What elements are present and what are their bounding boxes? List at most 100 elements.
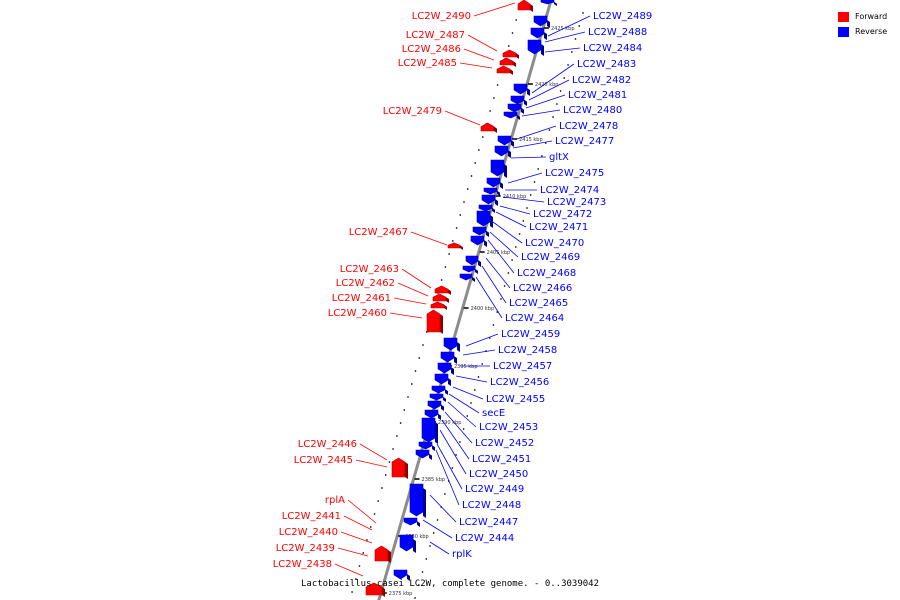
gene-body	[415, 449, 430, 459]
gene-label: LC2W_2451	[472, 454, 531, 465]
gene-label: LC2W_2447	[459, 517, 518, 528]
track-dot	[429, 545, 431, 547]
gene-body	[429, 393, 444, 401]
gene-feature	[507, 103, 524, 114]
gene-label: rplK	[452, 549, 472, 560]
leader-line	[465, 333, 499, 347]
gene-body	[431, 385, 446, 394]
leader-line	[475, 276, 503, 319]
leader-line	[340, 531, 373, 544]
track-dot	[574, 38, 577, 40]
gene-side	[417, 521, 420, 527]
track-dot	[507, 272, 510, 274]
gene-label: LC2W_2450	[469, 469, 528, 480]
gene-body	[393, 569, 408, 580]
track-dot	[444, 266, 447, 268]
track-dot	[545, 142, 547, 144]
leader-line	[531, 63, 575, 94]
gene-body	[424, 409, 439, 419]
track-dot	[403, 409, 405, 411]
gene-body	[399, 534, 414, 552]
track-dot	[366, 539, 368, 541]
gene-feature	[494, 145, 511, 158]
track-dot	[362, 552, 364, 554]
legend-forward-label: Forward	[855, 12, 888, 21]
leader-line	[447, 401, 477, 428]
track-dot	[422, 344, 424, 346]
gene-body	[503, 111, 518, 119]
forward-swatch	[838, 11, 849, 22]
gene-side	[494, 126, 497, 133]
gene-side	[478, 260, 481, 267]
gene-label: LC2W_2483	[577, 59, 636, 70]
track-dot	[466, 415, 468, 417]
track-dot	[444, 493, 446, 495]
gene-feature	[502, 49, 519, 59]
gene-label: LC2W_2449	[465, 484, 524, 495]
gene-feature	[530, 27, 547, 40]
gene-label: LC2W_2480	[563, 105, 622, 116]
gene-feature	[432, 293, 449, 303]
gene-feature	[476, 210, 493, 228]
gene-body	[434, 285, 449, 294]
scale-tick-label: 2420 kbp	[535, 82, 559, 88]
scale-tick-label: 2380 kbp	[405, 534, 429, 540]
legend-item-forward: Forward	[838, 9, 887, 24]
track-dot	[559, 90, 562, 92]
track-dot	[385, 474, 387, 476]
gene-label: LC2W_2466	[513, 283, 572, 294]
track-dot	[388, 461, 391, 463]
gene-label: LC2W_2461	[332, 293, 391, 304]
track-dot	[433, 532, 435, 534]
gene-feature	[503, 111, 520, 120]
scale-tick-label: 2410 kbp	[503, 194, 527, 200]
track-dot	[515, 246, 517, 248]
gene-body	[507, 103, 522, 113]
gene-side	[441, 404, 444, 411]
gene-body	[459, 273, 473, 281]
track-dot	[552, 116, 554, 118]
gene-feature	[427, 400, 444, 411]
gene-body	[472, 226, 487, 236]
gene-body	[434, 373, 449, 385]
leader-line	[439, 429, 467, 475]
track-dot	[477, 376, 480, 378]
track-dot	[425, 558, 427, 560]
scale-tick-label: 2395 kbp	[454, 364, 478, 370]
gene-side	[490, 215, 493, 228]
gene-body	[443, 337, 458, 351]
gene-feature	[472, 226, 489, 237]
track-dot	[462, 428, 465, 430]
gene-feature	[499, 57, 516, 67]
gene-body	[421, 417, 436, 443]
gene-body	[470, 235, 485, 246]
gene-body	[483, 187, 498, 195]
legend-item-reverse: Reverse	[838, 24, 887, 39]
gene-feature	[429, 393, 446, 402]
leader-line	[507, 172, 543, 184]
gene-feature	[478, 204, 495, 213]
track-dot	[537, 168, 539, 170]
gene-label: LC2W_2475	[545, 168, 604, 179]
leader-line	[389, 312, 423, 319]
leader-line	[444, 411, 473, 444]
track-dot	[377, 500, 379, 502]
gene-label: LC2W_2469	[521, 252, 580, 263]
gene-feature	[486, 177, 503, 189]
gene-side	[448, 289, 451, 295]
gene-side	[484, 240, 487, 247]
gene-label: LC2W_2463	[340, 264, 399, 275]
track-dot	[541, 155, 543, 157]
gene-label: LC2W_2457	[493, 361, 552, 372]
leader-line	[334, 563, 364, 577]
gene-feature	[447, 242, 463, 250]
track-dot	[399, 422, 402, 424]
gene-side	[516, 53, 519, 59]
gene-body	[502, 49, 517, 58]
gene-feature	[440, 351, 457, 364]
gene-side	[445, 389, 448, 395]
leader-line	[401, 268, 432, 289]
track-dot	[578, 25, 580, 27]
gene-body	[462, 265, 476, 273]
gene-feature	[497, 135, 514, 147]
